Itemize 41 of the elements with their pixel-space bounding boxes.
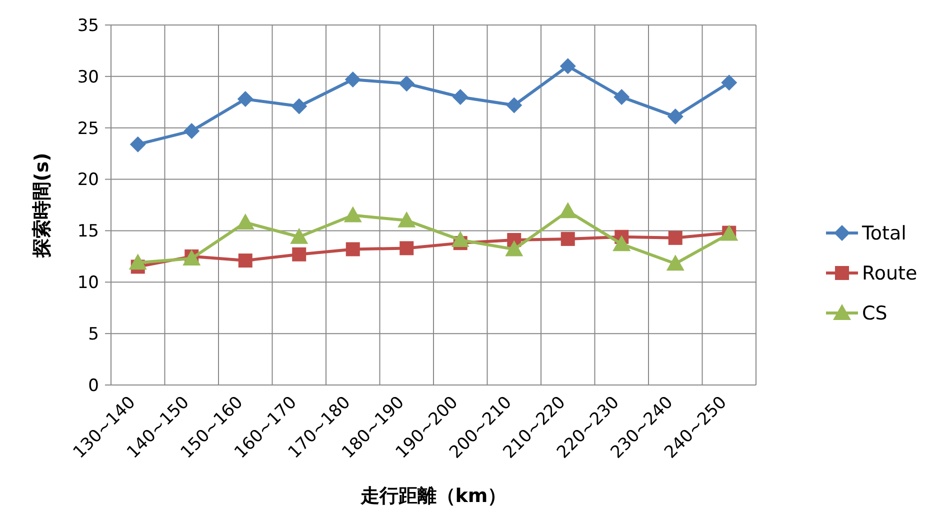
point [346,242,360,256]
x-axis-title: 走行距離（km） [359,485,507,507]
point [668,230,682,245]
point [506,97,522,114]
point [452,89,468,105]
point [560,232,575,246]
y-tick-label: 5 [88,324,99,345]
point [237,91,254,108]
legend-label: Route [862,262,918,285]
y-tick-label: 10 [77,273,99,294]
point [184,122,200,139]
y-tick-label: 25 [77,118,99,139]
point [505,240,524,256]
point [666,254,684,271]
point [560,58,576,74]
y-tick-label: 30 [77,67,99,88]
point [612,235,631,252]
point [398,76,415,92]
y-tick-label: 15 [77,222,99,242]
legend-label: CS [862,302,888,325]
point [398,211,416,228]
y-tick-label: 0 [88,376,99,396]
y-axis-title: 探索時間(s) [31,152,53,258]
point [344,72,361,88]
point [614,89,630,105]
point [236,213,254,230]
point [238,254,252,268]
point [128,254,147,270]
point [667,108,684,125]
point [291,98,308,114]
point [451,230,470,247]
y-tick-label: 35 [77,16,99,36]
point [130,136,146,152]
legend-label: Total [861,222,906,245]
y-tick-label: 20 [77,170,99,190]
point [292,247,306,262]
point [290,228,308,244]
point [400,241,414,256]
point [344,206,362,222]
point [558,202,577,218]
point [721,74,738,91]
